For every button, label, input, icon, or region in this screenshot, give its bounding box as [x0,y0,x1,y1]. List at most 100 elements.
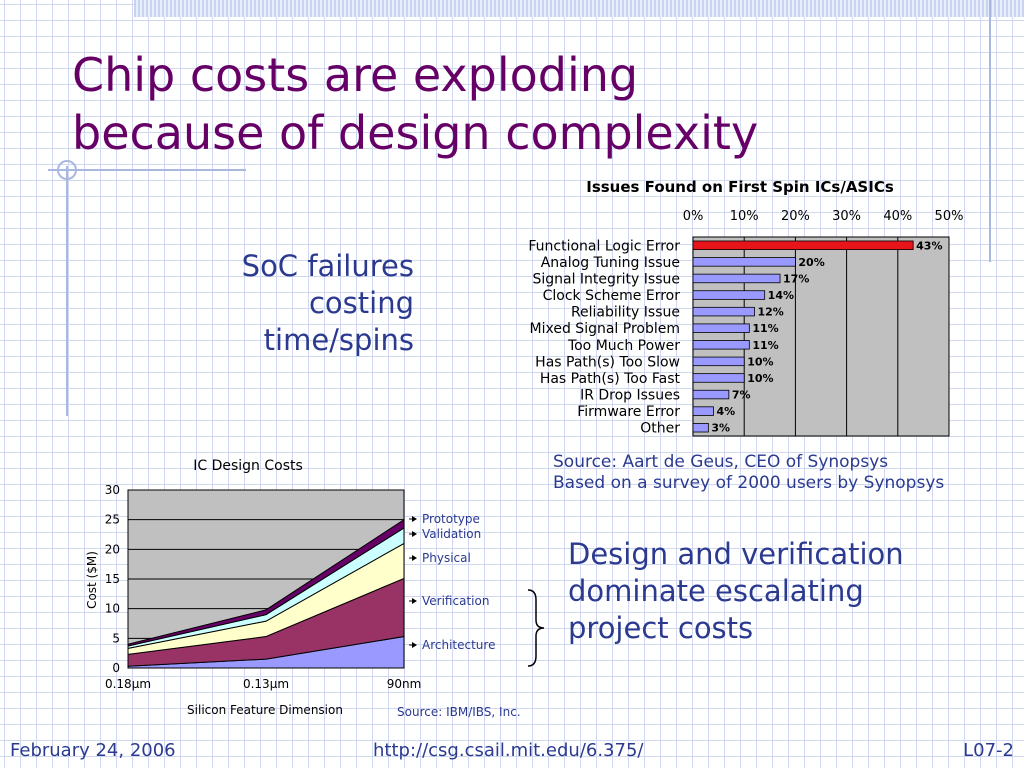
bar-chart-value-label: 14% [768,289,794,302]
area-chart-x-tick-label: 0.18µm [105,677,151,691]
area-chart-x-tick-label: 0.13µm [243,677,289,691]
source-line-1: Source: Aart de Geus, CEO of Synopsys [553,452,889,472]
bar-chart-category-label: Other [640,421,680,437]
area-chart-y-tick-label: 25 [105,513,120,527]
area-chart-series-prototype [127,518,405,647]
bar-chart-value-label: 20% [798,256,824,269]
bar-chart-bar [692,306,755,317]
bar-chart-value-label: 17% [783,272,809,285]
issues-bar-chart: Issues Found on First Spin ICs/ASICs 0% 1… [528,178,964,437]
area-chart-legend: Architecture Verification Physical Validati… [409,512,495,652]
bar-chart-category-label: Signal Integrity Issue [532,271,680,287]
bar-chart-category-label: Too Much Power [567,338,680,354]
area-chart-legend-label: Validation [422,527,481,541]
bar-chart-bars [692,240,914,433]
footer-page-number: L07-2 [963,740,1014,761]
bar-chart-category-label: Functional Logic Error [528,238,680,254]
design-note: Design and verification dominate escalat… [568,536,904,647]
bar-chart-value-label: 12% [757,306,783,319]
bar-chart-category-label: Analog Tuning Issue [541,255,680,271]
bar-chart-plot-area [692,236,950,437]
source-line-2: Based on a survey of 2000 users by Synop… [553,473,945,493]
area-chart-y-tick-label: 10 [105,602,120,616]
bar-chart-value-label: 3% [711,422,730,435]
bar-chart-value-label: 4% [716,405,735,418]
bar-chart-category-label: Clock Scheme Error [543,288,681,304]
area-chart-legend-arrow-icon [412,598,417,604]
area-chart-y-tick-label: 20 [105,542,120,556]
brace-icon [527,589,545,667]
bar-chart-category-label: Mixed Signal Problem [530,321,680,337]
design-note-line-2: dominate escalating [568,574,864,608]
bar-chart-bar [692,273,781,284]
area-chart-legend-label: Verification [422,594,489,608]
design-note-line-1: Design and verification [568,537,904,571]
bar-chart-bar [692,323,750,333]
decor-ring [57,160,77,180]
bar-chart-value-label: 11% [752,339,778,352]
bar-chart-bar [692,373,745,383]
top-right-band [134,0,1024,17]
area-chart-legend-label: Prototype [422,512,480,526]
bar-chart-value-label: 7% [732,389,751,402]
area-chart-y-tick-label: 15 [105,572,120,586]
area-chart-y-tick-label: 0 [112,661,120,675]
slide-title: Chip costs are exploding because of desi… [72,46,758,162]
bar-chart-x-ticks: 0% 10% 20% 30% 40% 50% [683,209,964,224]
bar-chart-value-label: 11% [752,322,778,335]
bar-chart-category-label: IR Drop Issues [580,388,680,404]
bar-chart-bar [692,389,730,400]
area-chart-legend-label: Architecture [422,638,495,652]
area-chart-legend-label: Physical [422,551,471,565]
bar-chart-title: Issues Found on First Spin ICs/ASICs [586,178,894,196]
decor-horizontal-line [48,169,246,171]
bar-chart-bar [692,257,796,267]
area-chart-source: Source: IBM/IBS, Inc. [397,705,521,719]
area-chart-legend-arrow-icon [412,555,417,561]
bar-chart-source: Source: Aart de Geus, CEO of Synopsys Ba… [553,452,944,494]
soc-note-line-2: costing [308,286,414,320]
bar-chart-bar [692,290,766,300]
area-chart-ylabel: Cost ($M) [85,551,99,609]
design-costs-area-chart: IC Design Costs 0 5 10 15 20 25 30 0.18µm 0.13µ… [85,458,521,719]
bar-chart-category-label: Has Path(s) Too Slow [535,354,680,370]
title-line-1: Chip costs are exploding [72,48,639,102]
bar-chart-value-label: 10% [747,372,773,385]
bar-chart-x-tick-label: 20% [781,209,810,224]
area-chart-series [127,518,405,669]
bar-chart-x-tick-label: 50% [935,209,964,224]
decor-vertical-line-right [989,0,991,262]
bar-chart-gridlines [743,237,899,436]
area-chart-x-tick-label: 90nm [387,677,422,691]
bar-chart-category-label: Has Path(s) Too Fast [540,371,681,387]
area-chart-legend-arrow-icon [412,516,417,522]
bar-chart-value-label: 10% [747,355,773,368]
bar-chart-value-labels: 43% 20% 17% 14% 12% 11% 11% 10% 10% 7% 4% 3% [711,239,942,434]
area-chart-y-ticks: 0 5 10 15 20 25 30 [105,483,120,675]
bar-chart-x-tick-label: 40% [883,209,912,224]
bar-chart-category-label: Firmware Error [577,404,680,420]
area-chart-x-ticks: 0.18µm 0.13µm 90nm [105,677,421,691]
area-chart-legend-arrow-icon [412,531,417,537]
soc-note-line-3: time/spins [263,323,414,357]
design-note-line-3: project costs [568,611,754,645]
bar-chart-bar [692,240,914,251]
bar-chart-category-label: Reliability Issue [571,305,680,321]
bar-chart-bar [692,356,745,367]
bar-chart-x-tick-label: 30% [832,209,861,224]
area-chart-y-tick-label: 30 [105,483,120,497]
bar-chart-x-tick-label: 10% [730,209,759,224]
soc-note: SoC failures costing time/spins [242,248,414,359]
area-chart-xlabel: Silicon Feature Dimension [187,703,343,717]
footer-date: February 24, 2006 [10,740,176,761]
bar-chart-x-tick-label: 0% [683,209,704,224]
bar-chart-value-label: 43% [916,239,942,252]
bar-chart-bar [692,422,709,433]
title-line-2: because of design complexity [72,106,759,160]
footer-url[interactable]: http://csg.csail.mit.edu/6.375/ [373,740,644,761]
area-chart-title: IC Design Costs [193,458,303,474]
area-chart-y-tick-label: 5 [112,631,120,645]
area-chart-legend-arrow-icon [412,642,417,648]
decor-vertical-line-left [66,166,68,416]
